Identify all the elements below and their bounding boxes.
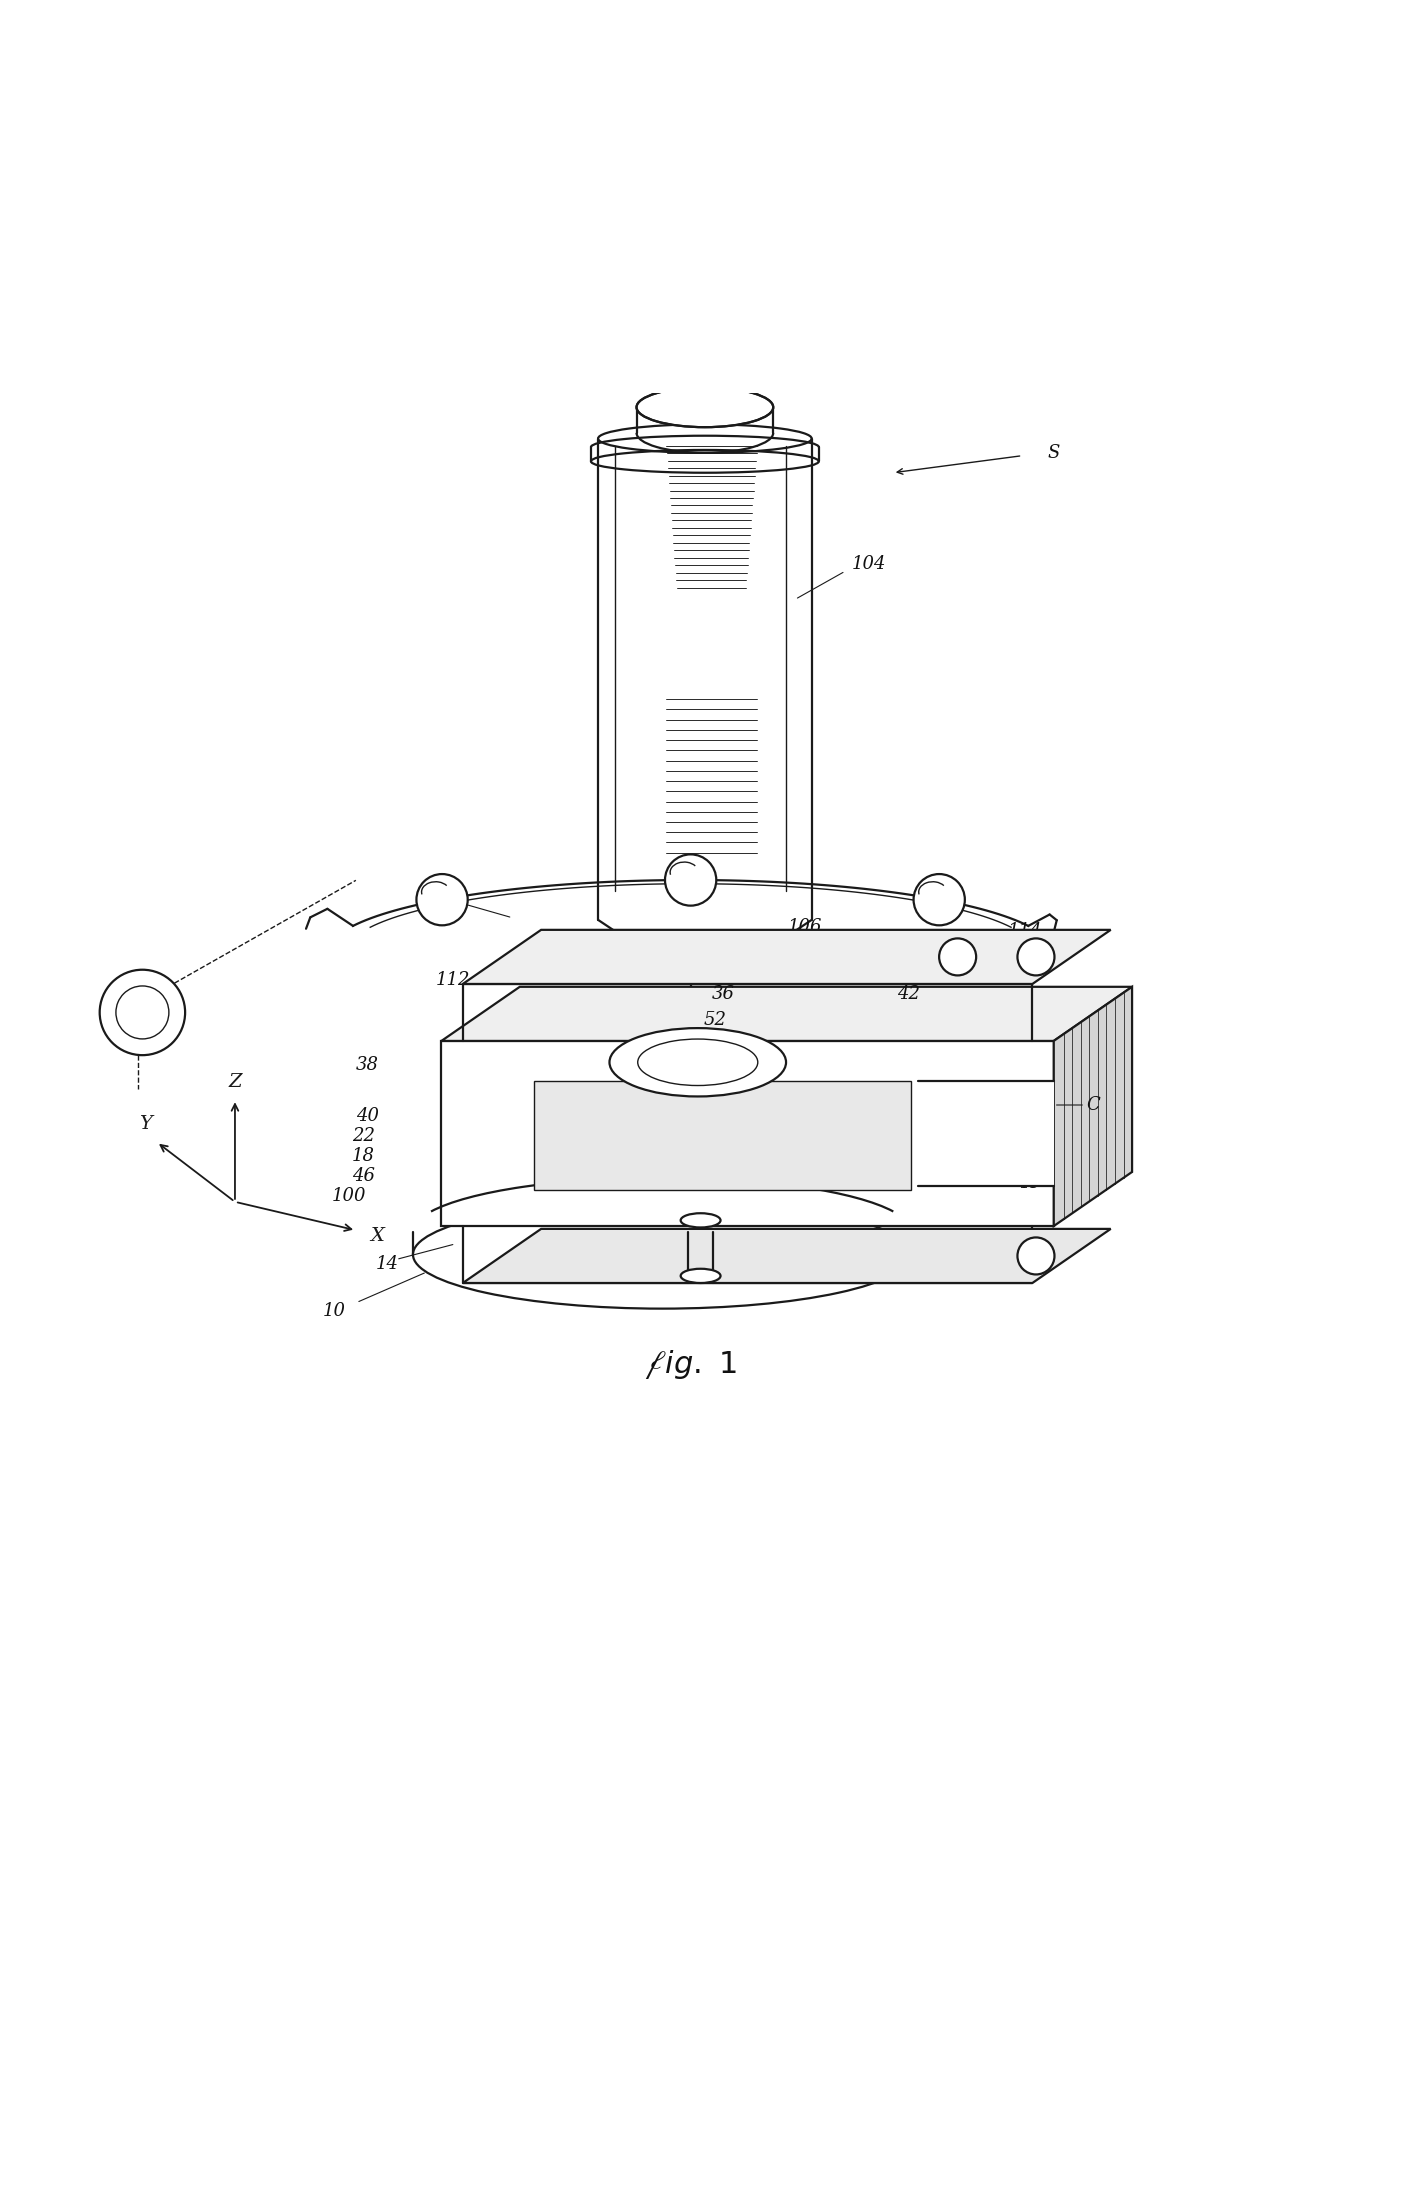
Text: 106: 106 bbox=[787, 917, 822, 937]
Text: 46: 46 bbox=[352, 1167, 375, 1185]
Text: X: X bbox=[370, 1227, 384, 1244]
Text: 102: 102 bbox=[564, 1271, 598, 1288]
Text: 12: 12 bbox=[718, 1271, 740, 1288]
Text: 108: 108 bbox=[424, 886, 459, 904]
Circle shape bbox=[100, 970, 185, 1054]
Bar bbox=[534, 1081, 911, 1191]
Ellipse shape bbox=[637, 387, 773, 427]
Text: 42: 42 bbox=[897, 986, 920, 1003]
Text: 100: 100 bbox=[332, 1187, 366, 1204]
Circle shape bbox=[665, 855, 716, 906]
Text: 112: 112 bbox=[436, 970, 470, 988]
Text: 20: 20 bbox=[978, 1085, 1001, 1103]
Circle shape bbox=[1017, 1238, 1054, 1275]
Ellipse shape bbox=[413, 1200, 911, 1308]
Text: 24: 24 bbox=[1025, 1127, 1048, 1145]
Text: 48: 48 bbox=[1017, 1174, 1040, 1193]
Text: 22: 22 bbox=[352, 1127, 375, 1145]
Circle shape bbox=[1017, 939, 1054, 975]
Text: 114: 114 bbox=[1008, 922, 1042, 939]
Polygon shape bbox=[463, 930, 1111, 983]
Polygon shape bbox=[463, 1229, 1111, 1284]
Polygon shape bbox=[1054, 988, 1132, 1227]
Text: $\mathit{\mathscr{f}ig.\ 1}$: $\mathit{\mathscr{f}ig.\ 1}$ bbox=[644, 1348, 738, 1381]
Circle shape bbox=[940, 939, 977, 975]
Bar bbox=[441, 1041, 1054, 1227]
Text: 26: 26 bbox=[632, 1143, 655, 1160]
Ellipse shape bbox=[681, 1213, 721, 1227]
Text: 44: 44 bbox=[1007, 1149, 1030, 1169]
Text: 40: 40 bbox=[356, 1107, 379, 1125]
Polygon shape bbox=[441, 988, 1132, 1041]
Text: 36: 36 bbox=[712, 986, 735, 1003]
Bar bbox=[918, 1081, 1054, 1187]
Text: 18: 18 bbox=[352, 1147, 375, 1165]
Text: 110: 110 bbox=[118, 999, 152, 1017]
Text: 104: 104 bbox=[852, 555, 886, 572]
Text: Y: Y bbox=[138, 1116, 152, 1134]
Ellipse shape bbox=[681, 1269, 721, 1284]
Circle shape bbox=[416, 875, 467, 926]
Circle shape bbox=[914, 875, 965, 926]
Text: 10: 10 bbox=[323, 1302, 346, 1322]
Text: 16: 16 bbox=[907, 1271, 930, 1288]
Text: 14: 14 bbox=[376, 1255, 399, 1273]
Text: C: C bbox=[1087, 1096, 1101, 1114]
Text: Z: Z bbox=[228, 1072, 242, 1092]
Text: S: S bbox=[1048, 444, 1059, 462]
Text: 52: 52 bbox=[703, 1010, 726, 1028]
Text: 32: 32 bbox=[637, 1116, 659, 1134]
Text: 38: 38 bbox=[356, 1056, 379, 1074]
Ellipse shape bbox=[609, 1028, 786, 1096]
